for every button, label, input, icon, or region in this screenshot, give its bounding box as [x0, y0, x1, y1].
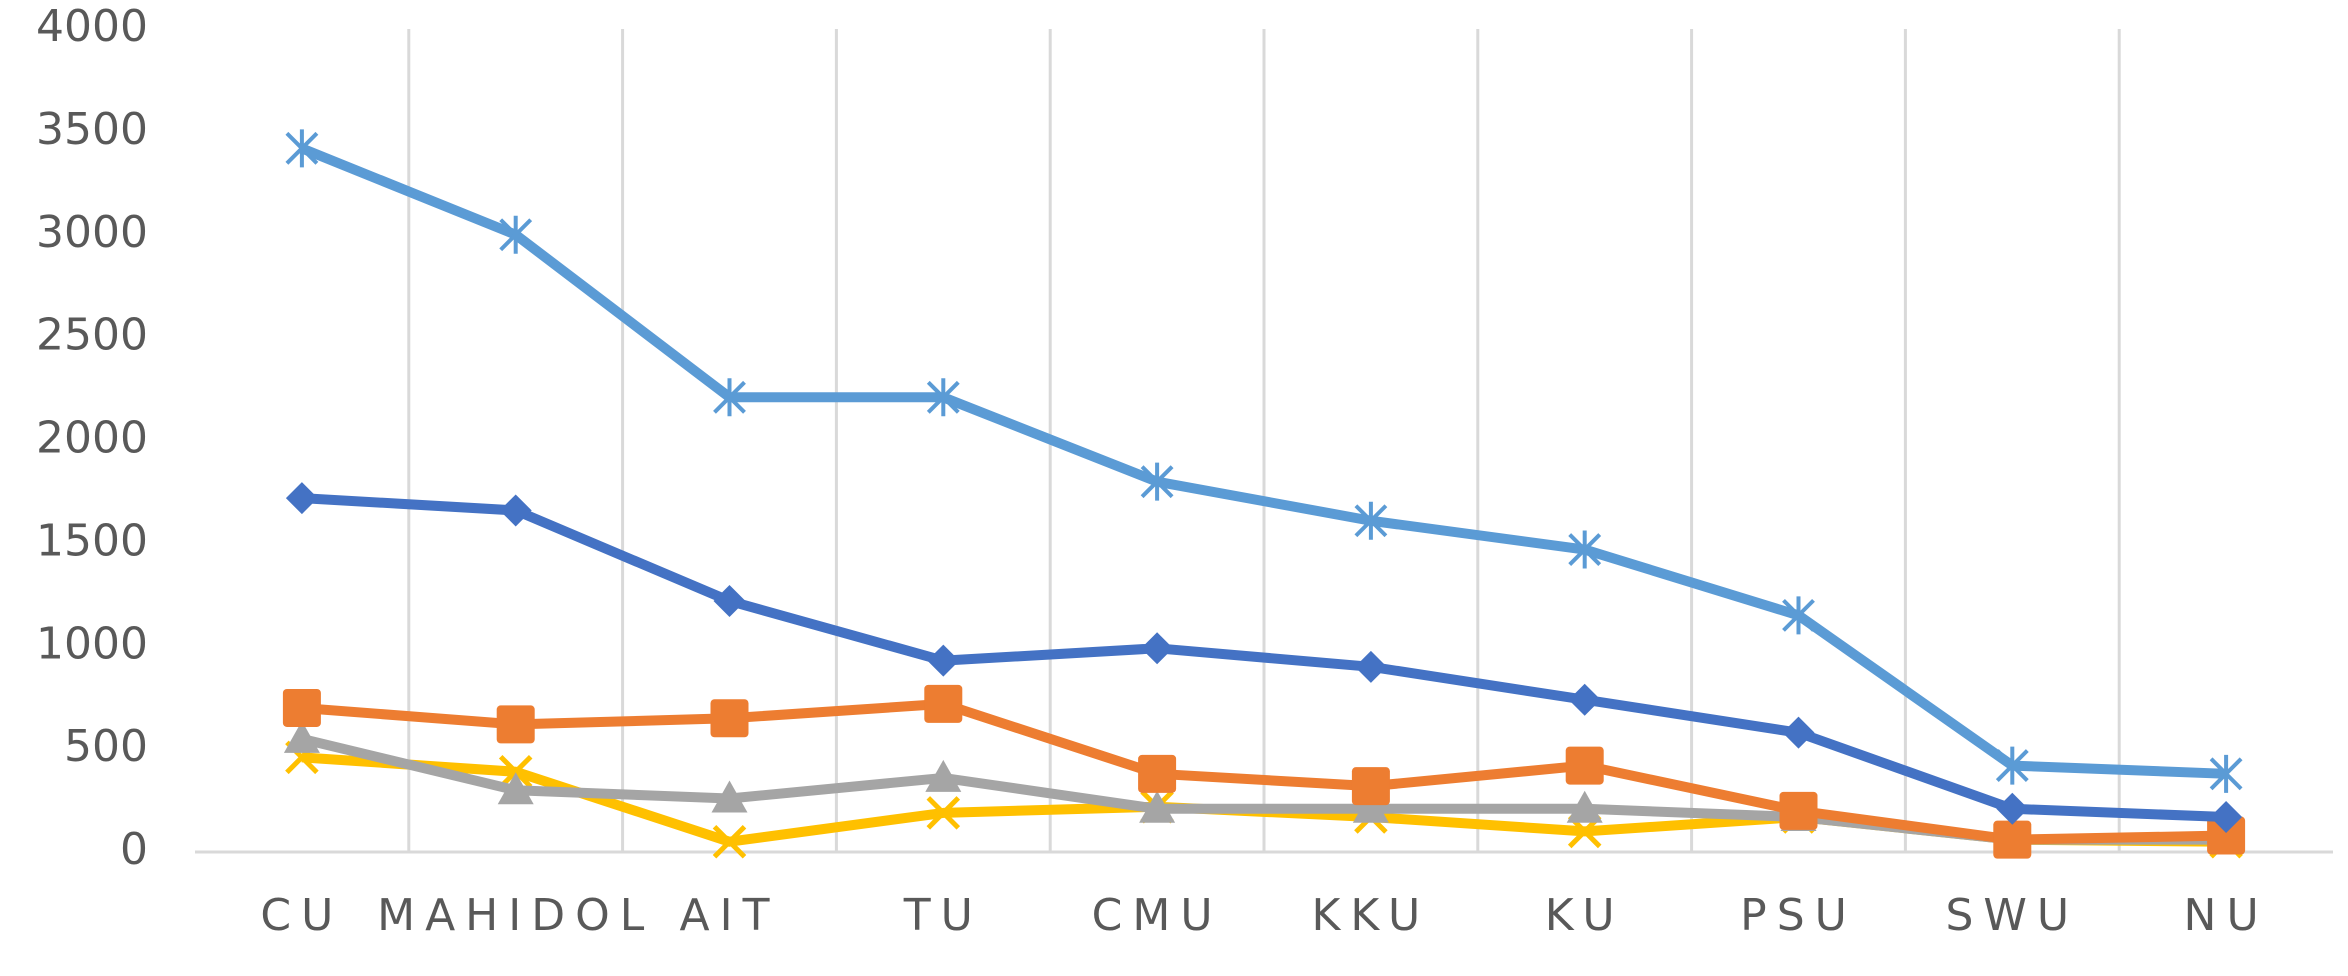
y-tick-label: 1500: [36, 515, 148, 566]
marker: [927, 644, 960, 677]
marker: [2207, 816, 2246, 855]
marker: [1568, 683, 1601, 716]
marker: [1782, 596, 1815, 635]
x-tick-label: TU: [903, 890, 983, 941]
marker: [1566, 790, 1603, 823]
line: [301, 493, 2227, 823]
x-tick-label: KKU: [1312, 890, 1431, 941]
marker: [2210, 801, 2243, 834]
marker: [285, 129, 319, 168]
marker: [283, 720, 320, 753]
marker: [925, 759, 962, 792]
marker: [1779, 791, 1818, 830]
marker: [713, 584, 746, 617]
marker: [1140, 462, 1174, 501]
marker: [1993, 820, 2032, 859]
marker: [710, 699, 749, 738]
marker: [499, 494, 532, 527]
series: [282, 684, 2246, 859]
y-tick-label: 0: [120, 824, 148, 875]
marker: [2209, 754, 2243, 793]
marker: [1352, 790, 1389, 823]
x-tick-label: AIT: [680, 890, 780, 941]
marker: [1995, 746, 2029, 785]
marker: [926, 796, 961, 830]
x-tick-label: NU: [2184, 890, 2269, 941]
x-tick-label: CMU: [1092, 890, 1223, 941]
line: [301, 698, 2227, 845]
marker: [1351, 767, 1390, 806]
y-tick-label: 3000: [36, 207, 148, 258]
series: [285, 482, 2243, 834]
marker: [1782, 716, 1815, 749]
line: [300, 143, 2227, 779]
marker: [1354, 650, 1387, 683]
marker: [497, 772, 534, 805]
marker: [924, 684, 963, 723]
x-tick-label: CU: [260, 890, 343, 941]
marker: [711, 780, 748, 813]
marker: [1565, 746, 1604, 785]
series: [285, 129, 2243, 793]
x-tick-label: SWU: [1945, 890, 2079, 941]
y-tick-label: 2500: [36, 310, 148, 361]
marker: [1139, 790, 1176, 823]
y-tick-label: 500: [64, 721, 148, 772]
marker: [713, 378, 746, 417]
marker: [1138, 754, 1177, 793]
marker: [499, 215, 533, 254]
y-tick-label: 2000: [36, 413, 148, 464]
marker: [1141, 632, 1174, 665]
marker: [496, 705, 535, 744]
marker: [1354, 501, 1388, 540]
x-tick-label: KU: [1545, 890, 1625, 941]
marker: [712, 824, 747, 859]
y-tick-label: 3500: [36, 104, 148, 155]
x-tick-label: PSU: [1740, 890, 1857, 941]
marker: [1568, 530, 1602, 569]
marker: [926, 378, 960, 417]
y-tick-label: 1000: [36, 618, 148, 669]
x-tick-label: MAHIDOL: [377, 890, 654, 941]
marker: [282, 688, 321, 727]
marker: [285, 482, 318, 515]
y-tick-label: 4000: [36, 1, 148, 52]
marker: [498, 754, 533, 789]
marker: [1996, 792, 2029, 825]
